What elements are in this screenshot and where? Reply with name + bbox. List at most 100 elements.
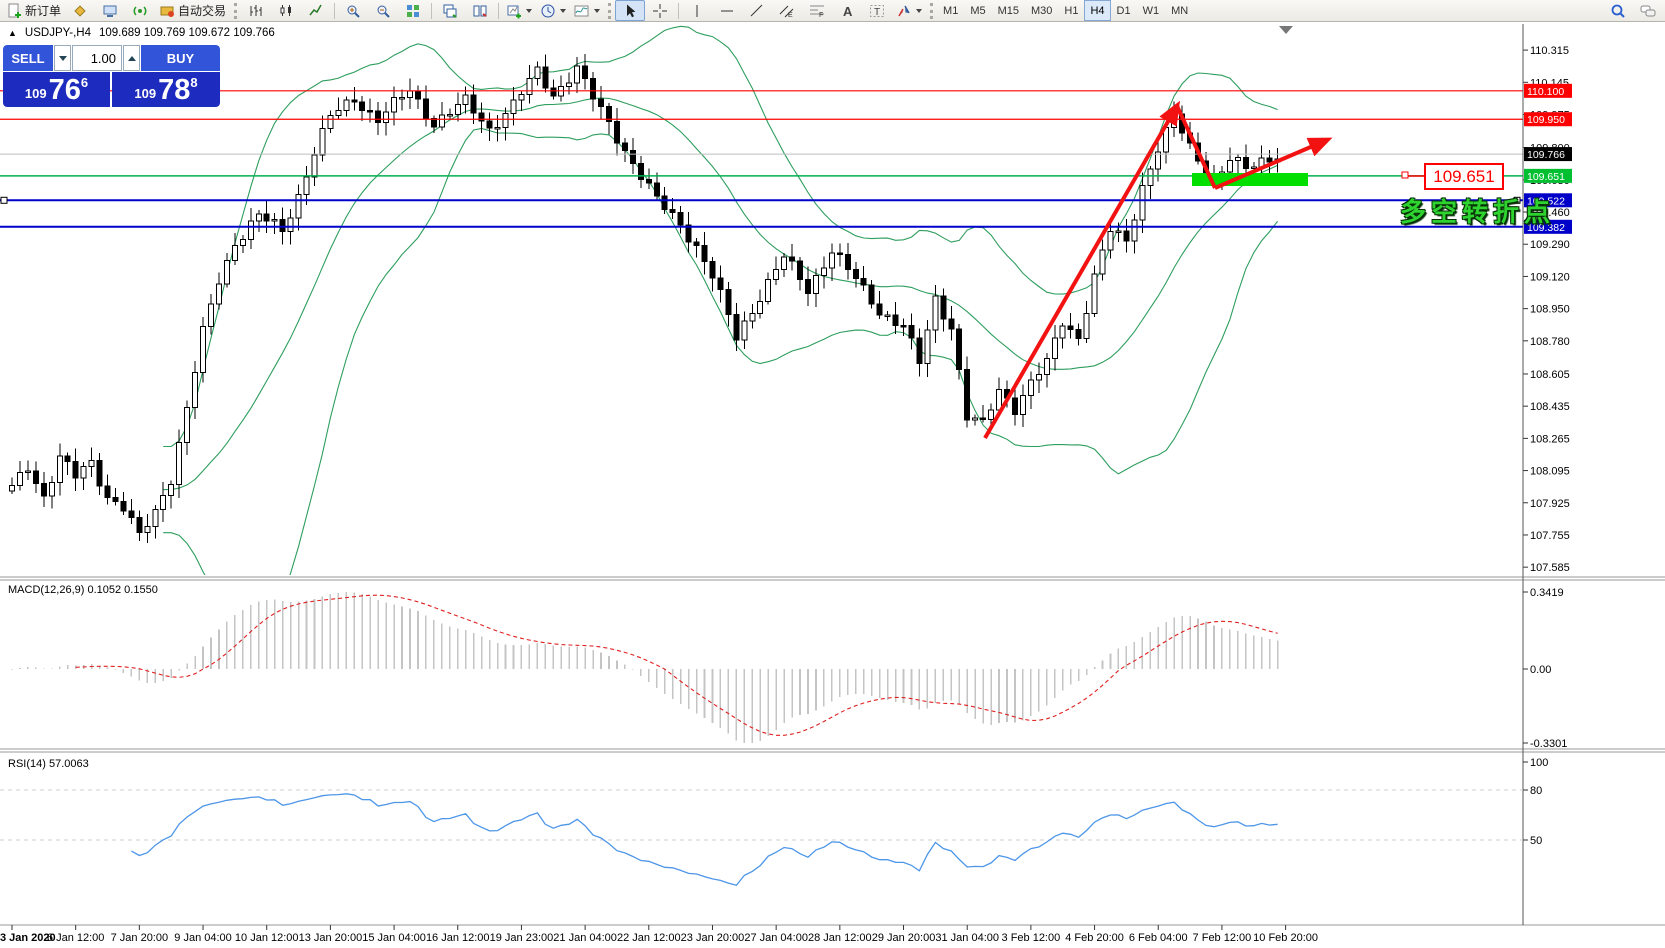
- timeframe-h4[interactable]: H4: [1084, 0, 1111, 21]
- svg-text:E: E: [788, 12, 793, 19]
- sell-price-point: 6: [80, 75, 89, 90]
- cascade-windows-button[interactable]: [435, 0, 465, 21]
- vline-icon: [696, 4, 698, 17]
- arrows-dropdown[interactable]: [892, 0, 926, 21]
- one-click-trading-panel: SELL BUY 109 76 6 109 78 8: [3, 45, 220, 107]
- candlestick-button[interactable]: [271, 0, 301, 21]
- chart-shift-marker[interactable]: [1279, 26, 1293, 34]
- chat-button[interactable]: [1633, 0, 1663, 21]
- line-chart-button[interactable]: [301, 0, 331, 21]
- ohlc-values: 109.689 109.769 109.672 109.766: [98, 27, 275, 39]
- cursor-icon: [627, 4, 636, 17]
- price-callout-label[interactable]: 109.651: [1424, 163, 1504, 190]
- trendline-button[interactable]: [742, 0, 772, 21]
- toolbar-separator: [431, 2, 433, 19]
- terminal-button[interactable]: [95, 0, 125, 21]
- dropdown-caret-icon: [526, 8, 533, 13]
- x-axis-label: 29 Jan 20:00: [872, 932, 936, 944]
- dropdown-caret-icon: [594, 8, 601, 13]
- rsi-line: [131, 793, 1278, 887]
- price-badge: [1524, 83, 1572, 98]
- timeframe-mn[interactable]: MN: [1171, 4, 1189, 17]
- svg-text:F: F: [819, 12, 823, 19]
- cursor-button[interactable]: [615, 0, 646, 21]
- price-badge-label: 109.382: [1527, 222, 1565, 234]
- search-icon: [1611, 4, 1625, 18]
- signals-button[interactable]: [125, 0, 155, 21]
- x-axis-label: 28 Jan 12:00: [808, 932, 872, 944]
- symbol-period-label: USDJPY-,H4: [24, 27, 91, 39]
- toolbar-drag-handle[interactable]: [608, 2, 612, 19]
- tile-windows-button[interactable]: [398, 0, 428, 21]
- dropdown-caret-icon: [916, 8, 923, 13]
- timeframe-w1[interactable]: W1: [1142, 4, 1160, 17]
- selection-anchor[interactable]: [0, 196, 8, 204]
- newchart-icon: [507, 5, 522, 18]
- rsi-axis: 100 80 50: [1523, 757, 1548, 847]
- bar-chart-button[interactable]: [241, 0, 271, 21]
- fibonacci-button[interactable]: F: [802, 0, 832, 21]
- y-axis-label: 109.120: [1530, 271, 1570, 283]
- volume-increase-button[interactable]: [123, 45, 140, 71]
- one-click-toggle[interactable]: ▲: [8, 28, 17, 38]
- timeframe-m15[interactable]: M15: [997, 4, 1019, 17]
- spin-up-icon: [127, 55, 136, 61]
- macd-axis-label: -0.3301: [1530, 738, 1567, 750]
- macd-axis-label: 0.00: [1530, 664, 1551, 676]
- candles-icon: [280, 4, 292, 16]
- horizontal-line-button[interactable]: [712, 0, 742, 21]
- y-axis-label: 108.605: [1530, 369, 1570, 381]
- timeframe-m1[interactable]: M1: [943, 4, 959, 17]
- toolbar-separator: [678, 2, 680, 19]
- text-label-button[interactable]: T: [862, 0, 892, 21]
- trend-arrows[interactable]: [983, 100, 1333, 440]
- highlight-rectangle[interactable]: [1192, 173, 1308, 186]
- x-axis-label: 19 Jan 23:00: [490, 932, 554, 944]
- zoom-in-button[interactable]: [338, 0, 368, 21]
- text-button[interactable]: A: [832, 0, 862, 21]
- volume-input[interactable]: [72, 45, 122, 71]
- channel-icon: E: [779, 5, 794, 19]
- autotrading-button[interactable]: 自动交易: [155, 0, 230, 21]
- linechart-icon: [309, 4, 322, 15]
- vertical-line-button[interactable]: [682, 0, 712, 21]
- search-button[interactable]: [1603, 0, 1633, 21]
- sell-button[interactable]: SELL: [3, 45, 53, 71]
- timeframe-m5[interactable]: M5: [970, 4, 986, 17]
- volume-decrease-button[interactable]: [54, 45, 71, 71]
- timeframe-m30[interactable]: M30: [1031, 4, 1053, 17]
- toolbar-drag-handle[interactable]: [234, 2, 238, 19]
- timeframe-h1[interactable]: H1: [1064, 4, 1079, 17]
- templates-icon: [574, 5, 589, 16]
- buy-price-panel[interactable]: 109 78 8: [112, 72, 220, 107]
- y-axis-label: 108.950: [1530, 304, 1570, 316]
- x-axis-label: 3 Feb 12:00: [1002, 932, 1061, 944]
- buy-price-point: 8: [190, 75, 198, 90]
- x-axis-label: 16 Jan 12:00: [426, 932, 490, 944]
- templates-dropdown[interactable]: [570, 0, 604, 21]
- new-order-button[interactable]: 新订单: [2, 0, 65, 21]
- callout-anchor[interactable]: [1401, 171, 1409, 179]
- metaeditor-button[interactable]: [65, 0, 95, 21]
- zoomin-icon: [347, 5, 360, 18]
- turning-point-annotation[interactable]: 多空转折点: [1400, 197, 1556, 227]
- crosshair-button[interactable]: [645, 0, 675, 21]
- buy-button[interactable]: BUY: [141, 45, 220, 71]
- zoom-out-button[interactable]: [368, 0, 398, 21]
- equidistant-channel-button[interactable]: E: [772, 0, 802, 21]
- new-chart-dropdown[interactable]: [502, 0, 536, 21]
- toolbar-drag-handle[interactable]: [930, 2, 934, 19]
- textA-icon: A: [843, 4, 853, 19]
- price-badge: [1524, 112, 1572, 127]
- timeframe-d1[interactable]: D1: [1116, 4, 1131, 17]
- x-axis-label: 6 Feb 04:00: [1129, 932, 1188, 944]
- tile-vertical-button[interactable]: [465, 0, 495, 21]
- selection-anchor[interactable]: [1513, 196, 1521, 204]
- periods-dropdown[interactable]: [536, 0, 570, 21]
- x-axis-label: 13 Jan 20:00: [299, 932, 363, 944]
- y-axis-label: 108.265: [1530, 433, 1570, 445]
- y-axis-label: 107.585: [1530, 562, 1570, 574]
- macd-axis: 0.3419 0.00 -0.3301: [1523, 587, 1567, 750]
- sell-price-panel[interactable]: 109 76 6: [3, 72, 110, 107]
